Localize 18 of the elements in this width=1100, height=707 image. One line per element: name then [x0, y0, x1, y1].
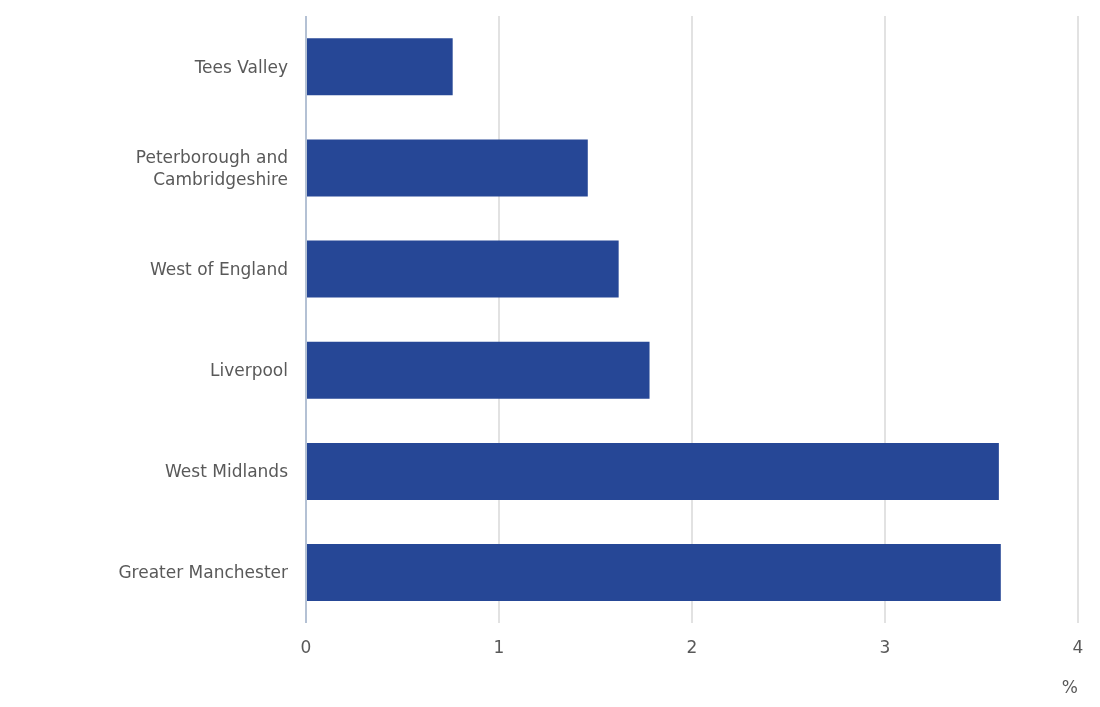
x-tick-label: 4	[1072, 637, 1084, 658]
bar	[306, 139, 588, 197]
bar	[306, 442, 999, 500]
x-axis-title: %	[1061, 677, 1078, 697]
x-tick-label: 2	[686, 637, 698, 658]
y-tick-label: Tees Valley	[193, 56, 288, 77]
bar	[306, 341, 650, 399]
bar	[306, 38, 453, 96]
bar	[306, 544, 1001, 602]
x-tick-label: 3	[879, 637, 891, 658]
y-tick-label: Liverpool	[209, 360, 288, 381]
y-tick-label: Greater Manchester	[118, 562, 289, 583]
x-tick-label: 0	[300, 637, 312, 658]
y-tick-label: West Midlands	[165, 461, 289, 482]
y-tick-label: West of England	[149, 258, 288, 279]
x-tick-label: 1	[493, 637, 505, 658]
bar	[306, 240, 619, 298]
y-tick-label: Peterborough and Cambridgeshire	[135, 146, 288, 189]
